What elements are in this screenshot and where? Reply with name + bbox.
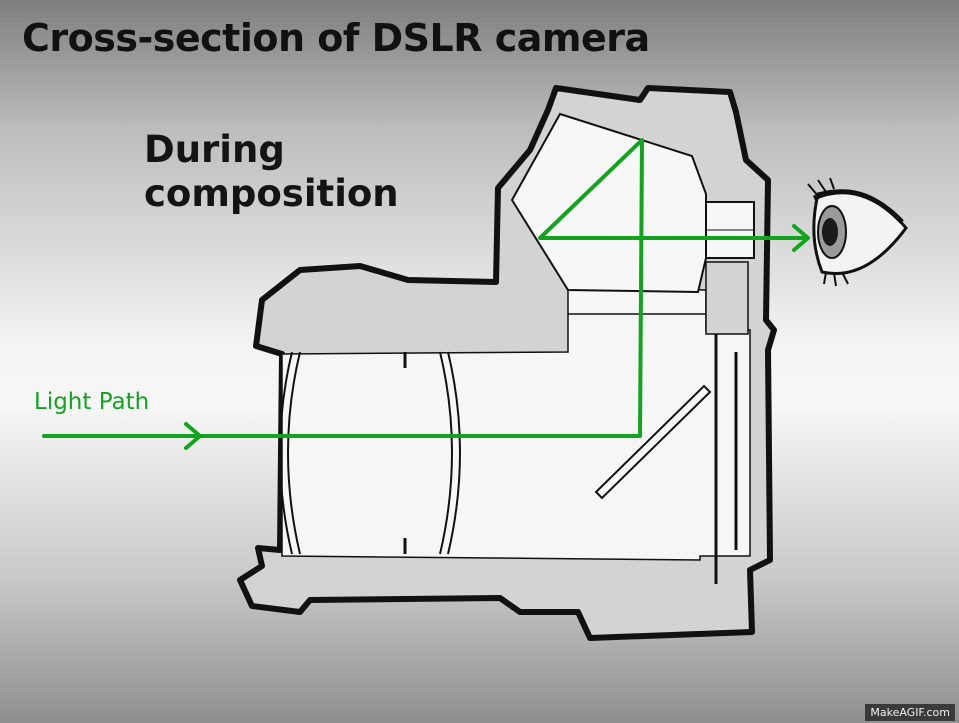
- lens-assembly: [279, 351, 461, 555]
- light-path-label: Light Path: [34, 389, 150, 415]
- arrow-right-icon: [184, 224, 810, 450]
- eye-icon: [807, 177, 908, 287]
- light-path: [42, 138, 808, 438]
- subtitle-line-1: During: [144, 128, 285, 171]
- watermark: MakeAGIF.com: [865, 704, 955, 721]
- mirror-box: [281, 285, 751, 561]
- reflex-mirror: [594, 384, 712, 500]
- viewfinder-housing: [705, 261, 749, 335]
- stage-subtitle: During composition: [144, 128, 399, 216]
- subtitle-line-2: composition: [144, 172, 399, 215]
- page-title: Cross-section of DSLR camera: [22, 16, 650, 60]
